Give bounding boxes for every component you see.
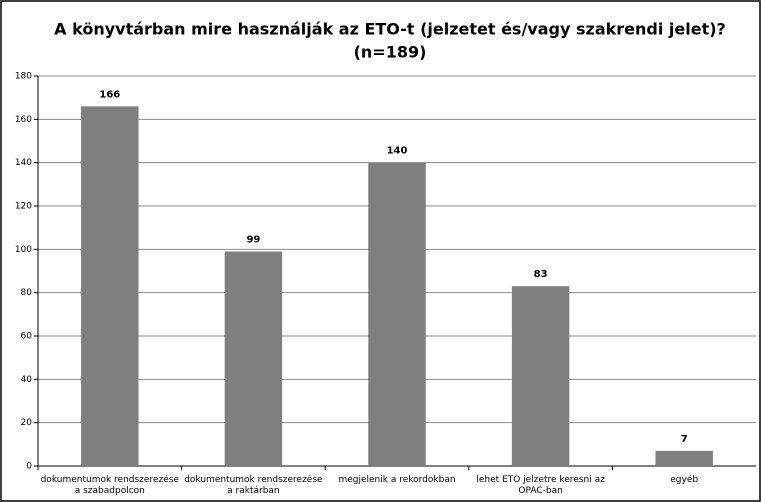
bar — [368, 162, 426, 466]
data-label: 166 — [99, 89, 120, 100]
y-tick-label: 80 — [21, 288, 33, 298]
bar — [511, 286, 570, 466]
bar — [655, 450, 713, 466]
bar — [224, 251, 283, 466]
chart-subtitle: (n=189) — [354, 43, 427, 62]
x-tick-label: lehet ETO jelzetre keresni az OPAC-ban — [476, 475, 605, 496]
y-tick-label: 120 — [15, 202, 32, 212]
y-tick-label: 40 — [21, 375, 33, 385]
x-tick-label: dokumentumok rendszerezése a raktárban — [184, 475, 323, 496]
y-tick-label: 60 — [21, 332, 33, 342]
data-label: 140 — [387, 146, 408, 157]
data-label: 7 — [681, 434, 688, 445]
y-tick-label: 20 — [21, 418, 33, 428]
data-label: 83 — [534, 269, 548, 280]
y-tick-label: 160 — [15, 115, 32, 125]
bar — [81, 106, 139, 466]
x-tick-label: dokumentumok rendszerezése a szabadpolco… — [40, 475, 179, 496]
y-tick-label: 180 — [15, 72, 32, 82]
y-tick-label: 140 — [15, 158, 32, 168]
y-tick-label: 0 — [26, 462, 32, 472]
chart-title: A könyvtárban mire használják az ETO-t (… — [54, 20, 726, 39]
data-label: 99 — [246, 235, 260, 246]
y-tick-label: 100 — [15, 245, 32, 255]
x-tick-label: egyéb — [670, 475, 699, 485]
x-tick-label: megjelenik a rekordokban — [338, 475, 456, 485]
